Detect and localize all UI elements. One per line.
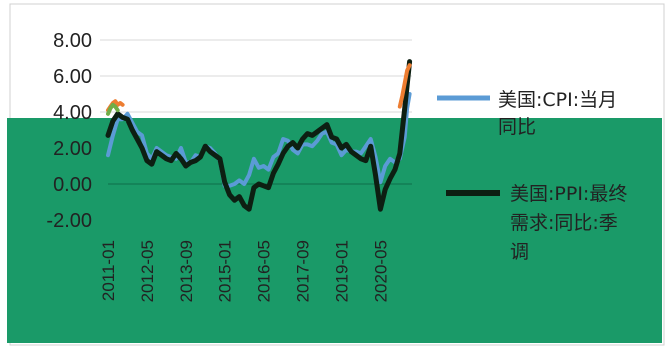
x-tick-label-5: 2017-09 xyxy=(294,240,313,302)
legend-label-ppi-line3: 调 xyxy=(510,241,529,263)
legend-label-ppi-line2: 需求:同比:季 xyxy=(510,212,618,234)
y-tick-label-4: 0.00 xyxy=(53,174,92,196)
y-tick-label-1: 6.00 xyxy=(53,66,92,88)
x-tick-label-6: 2019-01 xyxy=(332,240,351,302)
y-tick-label-5: -2.00 xyxy=(46,210,92,232)
x-tick-label-7: 2020-05 xyxy=(371,240,390,302)
x-tick-label-4: 2016-05 xyxy=(255,240,274,302)
legend-label-cpi-line2: 同比 xyxy=(498,116,536,138)
x-tick-label-3: 2015-01 xyxy=(216,240,235,302)
y-tick-label-2: 4.00 xyxy=(53,102,92,124)
legend-label-cpi-line1: 美国:CPI:当月 xyxy=(498,89,617,111)
x-tick-label-2: 2013-09 xyxy=(177,240,196,302)
y-tick-label-0: 8.00 xyxy=(53,30,92,52)
x-tick-label-0: 2011-01 xyxy=(99,240,118,301)
x-tick-label-1: 2012-05 xyxy=(138,240,157,302)
legend-label-ppi-line1: 美国:PPI:最终 xyxy=(510,183,627,205)
y-tick-label-3: 2.00 xyxy=(53,138,92,160)
